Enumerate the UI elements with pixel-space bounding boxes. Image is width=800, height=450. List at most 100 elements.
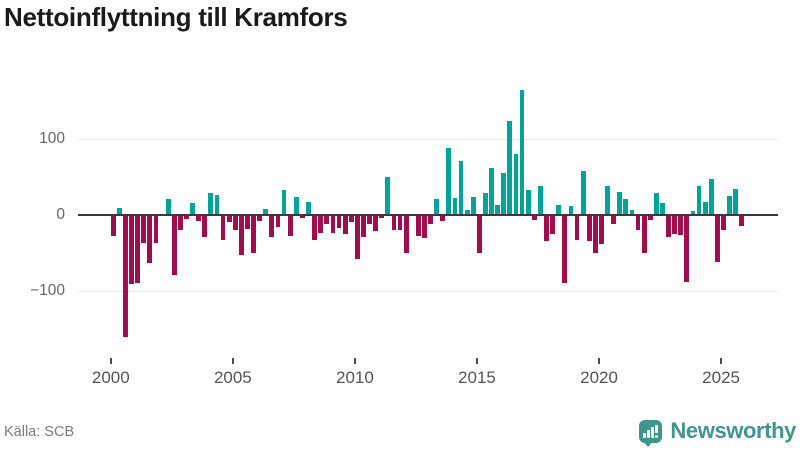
bar-2021q4	[641, 214, 647, 254]
bar-2021q2	[629, 209, 635, 215]
bar-2009q1	[330, 214, 336, 233]
bar-2024q3	[708, 178, 714, 215]
x-tick-2005	[231, 358, 234, 364]
bar-chart-speech-bubble-icon	[639, 419, 663, 447]
bar-2007q4	[299, 214, 305, 218]
bar-2016q4	[519, 89, 525, 215]
bar-2024q1	[696, 185, 702, 215]
bar-2010q1	[354, 214, 360, 260]
logo-bar-1	[643, 432, 647, 438]
x-axis-label-2005: 2005	[213, 368, 252, 387]
bar-2022q1	[647, 214, 653, 220]
bar-2002q2	[165, 199, 171, 215]
bar-2018q2	[556, 205, 562, 215]
bar-2011q4	[397, 214, 403, 231]
bar-2022q4	[666, 214, 671, 238]
bar-2009q3	[342, 214, 348, 234]
bar-2020q2	[605, 186, 610, 215]
bar-2005q2	[238, 214, 244, 255]
x-tick-2025	[720, 358, 723, 364]
bar-2025q4	[739, 214, 745, 226]
bar-2015q2	[483, 193, 488, 215]
x-tick-2000	[109, 358, 112, 364]
bar-2000q4	[129, 214, 134, 284]
bar-2019q2	[580, 171, 586, 215]
bar-2017q2	[531, 214, 537, 220]
y-axis-label-100: 100	[39, 129, 65, 147]
bar-2006q1	[257, 214, 263, 221]
logo-exclamation-dot	[655, 434, 659, 438]
source-label: Källa: SCB	[4, 424, 75, 440]
bar-2018q1	[550, 214, 555, 235]
x-axis-label-2000: 2000	[91, 368, 130, 387]
bar-2005q1	[232, 214, 238, 230]
bar-2017q3	[538, 185, 543, 215]
bar-2010q3	[367, 214, 372, 224]
bar-2023q3	[684, 214, 690, 283]
bar-2016q1	[501, 172, 507, 215]
bar-2023q4	[690, 211, 696, 215]
bar-2010q2	[361, 214, 366, 238]
x-tick-2010	[353, 358, 356, 364]
bar-2010q4	[373, 214, 379, 232]
bar-2008q3	[318, 214, 324, 233]
bar-2013q2	[434, 198, 440, 215]
bar-2019q1	[574, 214, 580, 240]
bar-2016q3	[513, 154, 519, 215]
bar-2008q1	[306, 202, 311, 215]
speech-bubble-tail	[643, 440, 654, 447]
bar-2013q3	[440, 214, 446, 221]
bar-2020q1	[599, 214, 604, 245]
bar-2004q1	[208, 193, 214, 215]
bar-2011q1	[379, 214, 385, 219]
bar-2003q3	[196, 214, 202, 222]
bar-2020q4	[617, 192, 623, 215]
bar-2001q4	[153, 214, 159, 243]
bar-2013q1	[428, 214, 433, 224]
newsworthy-logo[interactable]: Newsworthy	[639, 418, 796, 447]
bar-2019q4	[592, 214, 598, 254]
bar-2014q4	[470, 197, 476, 215]
bar-2018q3	[562, 214, 568, 283]
bar-2004q3	[220, 214, 226, 241]
bar-2001q1	[135, 214, 140, 283]
x-tick-2015	[475, 358, 478, 364]
bar-2017q1	[525, 190, 531, 215]
bar-2003q4	[202, 214, 208, 237]
bar-2024q4	[714, 214, 720, 263]
bar-2006q3	[269, 214, 275, 237]
bar-2006q4	[275, 214, 281, 228]
bar-2002q3	[171, 214, 177, 275]
gridline--100	[78, 290, 778, 292]
bar-2004q4	[226, 214, 232, 223]
bar-2000q2	[116, 208, 122, 215]
bar-2003q1	[184, 214, 189, 220]
bar-2021q1	[623, 199, 629, 215]
bar-2025q1	[721, 214, 726, 231]
bar-2004q2	[214, 194, 220, 215]
bar-2014q1	[452, 197, 458, 215]
bar-2012q3	[415, 214, 421, 236]
bar-2020q3	[611, 214, 617, 224]
bar-2015q4	[495, 204, 501, 215]
x-axis-label-2020: 2020	[580, 368, 618, 387]
bar-2014q3	[464, 209, 470, 215]
y-axis-label-0: 0	[56, 205, 65, 223]
logo-exclamation-bar	[655, 424, 659, 433]
bar-2012q1	[403, 214, 409, 253]
bar-2008q4	[324, 214, 330, 224]
bar-2000q1	[110, 214, 116, 236]
bar-2025q3	[733, 189, 739, 215]
bar-2023q2	[678, 214, 684, 236]
bar-2013q4	[446, 147, 452, 215]
bar-2002q4	[177, 214, 183, 231]
logo-bar-3	[651, 426, 655, 438]
bar-2021q3	[635, 214, 641, 230]
bar-2003q2	[190, 203, 195, 215]
bar-2005q3	[245, 214, 250, 229]
bar-2016q2	[507, 121, 513, 215]
bar-2001q2	[141, 214, 147, 244]
x-axis-label-2015: 2015	[458, 368, 496, 387]
bar-2012q4	[422, 214, 427, 239]
gridline-100	[78, 138, 778, 140]
